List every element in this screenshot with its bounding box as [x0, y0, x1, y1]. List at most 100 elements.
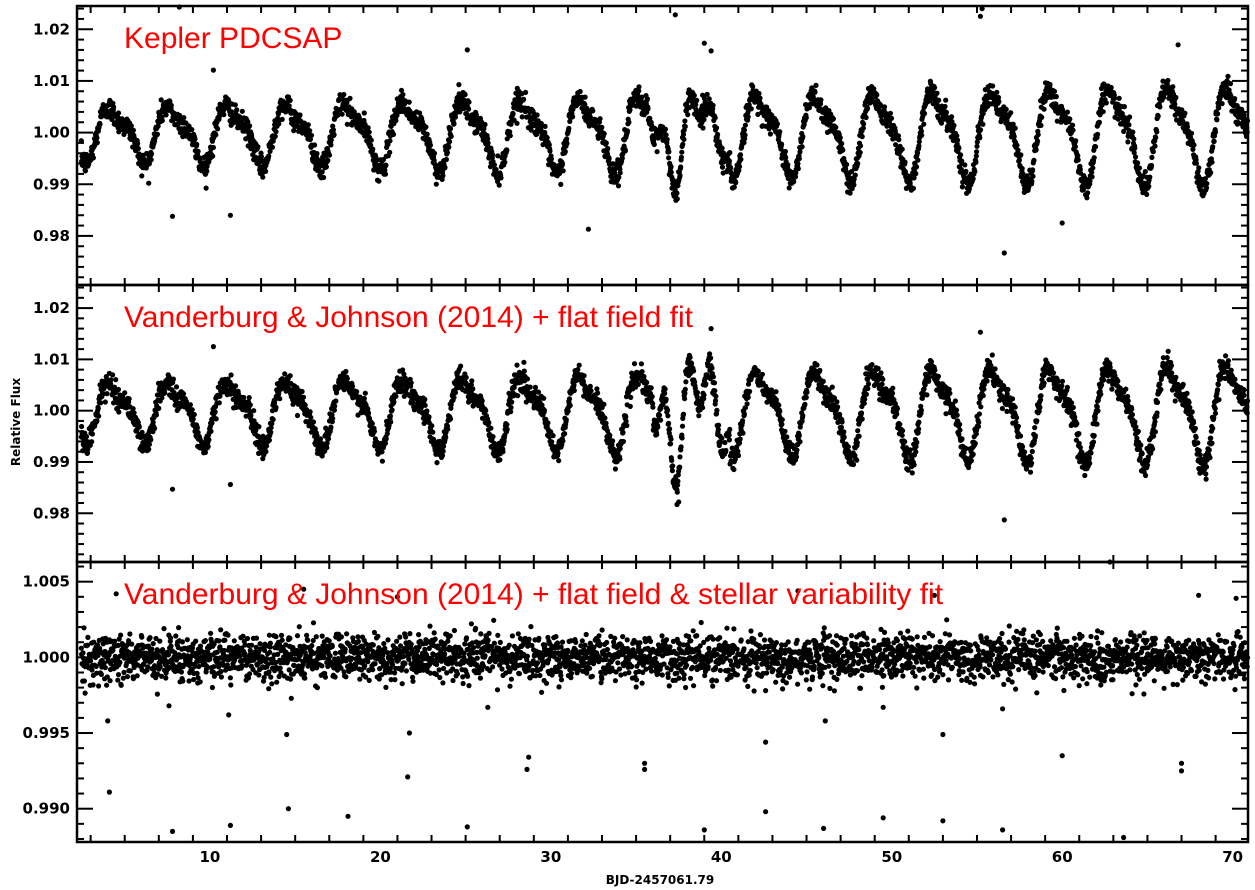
data-point	[627, 107, 633, 113]
data-point	[130, 127, 136, 133]
data-point	[1115, 116, 1121, 122]
data-point	[343, 368, 349, 375]
data-point	[840, 147, 846, 153]
data-point	[668, 164, 674, 170]
data-point	[159, 118, 165, 124]
data-point	[328, 142, 334, 148]
data-point	[1154, 129, 1160, 135]
data-point	[319, 169, 325, 175]
data-point	[1020, 171, 1026, 177]
data-point	[264, 443, 270, 449]
data-point	[545, 420, 551, 426]
data-point	[566, 396, 573, 402]
y-tick-label: 0.99	[33, 175, 70, 193]
data-point	[1208, 170, 1214, 176]
data-point	[1070, 122, 1076, 128]
data-point	[887, 110, 894, 116]
data-point	[710, 102, 716, 108]
panel-2: 0.980.991.001.011.02 Vanderburg & Johnson…	[33, 283, 1251, 564]
data-point	[541, 407, 548, 413]
data-point	[95, 405, 101, 411]
data-point	[795, 161, 801, 167]
data-point	[463, 374, 469, 380]
data-point	[485, 136, 491, 142]
data-point	[932, 85, 938, 91]
data-point	[483, 408, 489, 414]
data-point	[562, 149, 568, 155]
data-point	[368, 137, 374, 143]
data-point	[110, 372, 116, 378]
data-point	[260, 174, 266, 180]
data-point	[82, 168, 88, 174]
data-point	[495, 153, 501, 159]
data-point	[354, 389, 360, 395]
data-point	[560, 168, 566, 174]
data-point	[321, 174, 327, 181]
data-point	[156, 405, 162, 411]
data-point	[433, 181, 439, 187]
data-point	[674, 196, 680, 202]
data-point	[94, 418, 100, 424]
data-point	[323, 164, 329, 170]
data-point	[839, 140, 845, 147]
data-point	[286, 103, 292, 109]
data-point	[756, 90, 762, 97]
data-point	[915, 157, 921, 163]
data-point	[519, 114, 525, 120]
data-point	[881, 104, 888, 110]
data-point	[1144, 191, 1150, 197]
data-point	[111, 104, 117, 110]
data-point	[615, 183, 622, 189]
data-point	[383, 162, 389, 168]
data-point	[466, 99, 472, 105]
data-point	[152, 425, 158, 431]
data-point	[1135, 160, 1141, 166]
data-point	[443, 434, 449, 440]
data-point	[914, 150, 921, 156]
data-point	[326, 152, 333, 158]
data-point	[532, 384, 539, 390]
data-point	[521, 359, 527, 365]
data-point	[135, 145, 141, 152]
data-point	[733, 180, 739, 186]
data-point	[910, 185, 917, 191]
data-point	[651, 141, 657, 148]
data-point	[750, 83, 756, 90]
data-point	[98, 400, 104, 406]
data-point	[422, 402, 428, 408]
data-point	[371, 428, 377, 434]
data-point	[701, 117, 707, 123]
data-point	[1188, 130, 1195, 136]
data-point	[654, 149, 660, 155]
data-point	[216, 400, 222, 406]
data-point	[328, 424, 334, 430]
data-point	[1012, 125, 1018, 131]
data-point	[282, 371, 288, 377]
data-point	[287, 97, 293, 103]
data-point	[331, 132, 337, 138]
data-point	[442, 165, 448, 171]
data-point	[466, 106, 472, 112]
data-point	[636, 84, 642, 90]
data-point	[577, 88, 583, 95]
data-point	[571, 387, 577, 394]
data-point	[426, 414, 432, 420]
data-point	[312, 142, 318, 148]
data-point	[562, 431, 568, 437]
data-point	[871, 86, 877, 92]
data-point	[664, 136, 670, 142]
data-point	[1100, 109, 1106, 115]
data-point	[479, 398, 485, 404]
data-point	[795, 166, 801, 172]
data-point	[977, 135, 983, 141]
data-point	[1170, 84, 1176, 90]
data-point	[507, 133, 513, 139]
data-point	[680, 141, 686, 147]
data-point	[860, 125, 866, 131]
data-point	[234, 107, 240, 113]
data-point	[332, 403, 338, 409]
data-point	[521, 368, 527, 374]
data-point	[1084, 195, 1090, 201]
data-point	[1091, 155, 1097, 161]
data-point	[267, 148, 273, 154]
